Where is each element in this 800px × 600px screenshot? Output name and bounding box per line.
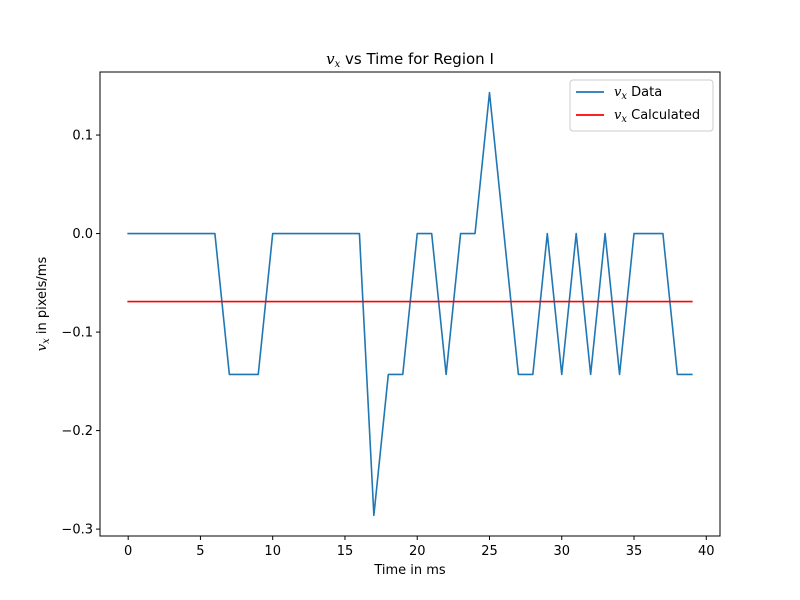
y-tick-label-1: −0.2: [61, 424, 93, 439]
y-tick-label-0: −0.3: [61, 523, 93, 538]
x-tick-label-5: 25: [481, 544, 498, 559]
axes-frame: [99, 71, 721, 537]
legend: vx Data vx Calculated: [569, 79, 714, 132]
x-tick-label-4: 20: [409, 544, 426, 559]
y-tick-label-3: 0.0: [72, 227, 93, 242]
series-layer: [127, 91, 693, 517]
x-tick-label-6: 30: [553, 544, 570, 559]
x-axis-label: Time in ms: [373, 563, 446, 578]
y-axis-label: vx in pixels/ms: [35, 257, 52, 352]
y-axis: −0.3 −0.2 −0.1 0.0 0.1: [61, 129, 100, 538]
y-tick-label-2: −0.1: [61, 326, 93, 341]
y-tick-label-4: 0.1: [72, 129, 93, 144]
x-tick-label-2: 10: [264, 544, 281, 559]
legend-label-calculated: vx Calculated: [614, 108, 700, 125]
x-tick-label-0: 0: [124, 544, 132, 559]
x-tick-label-3: 15: [337, 544, 354, 559]
x-tick-label-8: 40: [698, 544, 715, 559]
chart-title: vx vs Time for Region I: [326, 50, 494, 70]
x-tick-label-1: 5: [196, 544, 204, 559]
legend-label-data: vx Data: [614, 85, 662, 102]
x-tick-label-7: 35: [626, 544, 643, 559]
vx-data-line: [127, 91, 693, 517]
legend-box: [569, 79, 714, 132]
x-axis: 0 5 10 15 20 25 30 35 40: [124, 536, 715, 559]
